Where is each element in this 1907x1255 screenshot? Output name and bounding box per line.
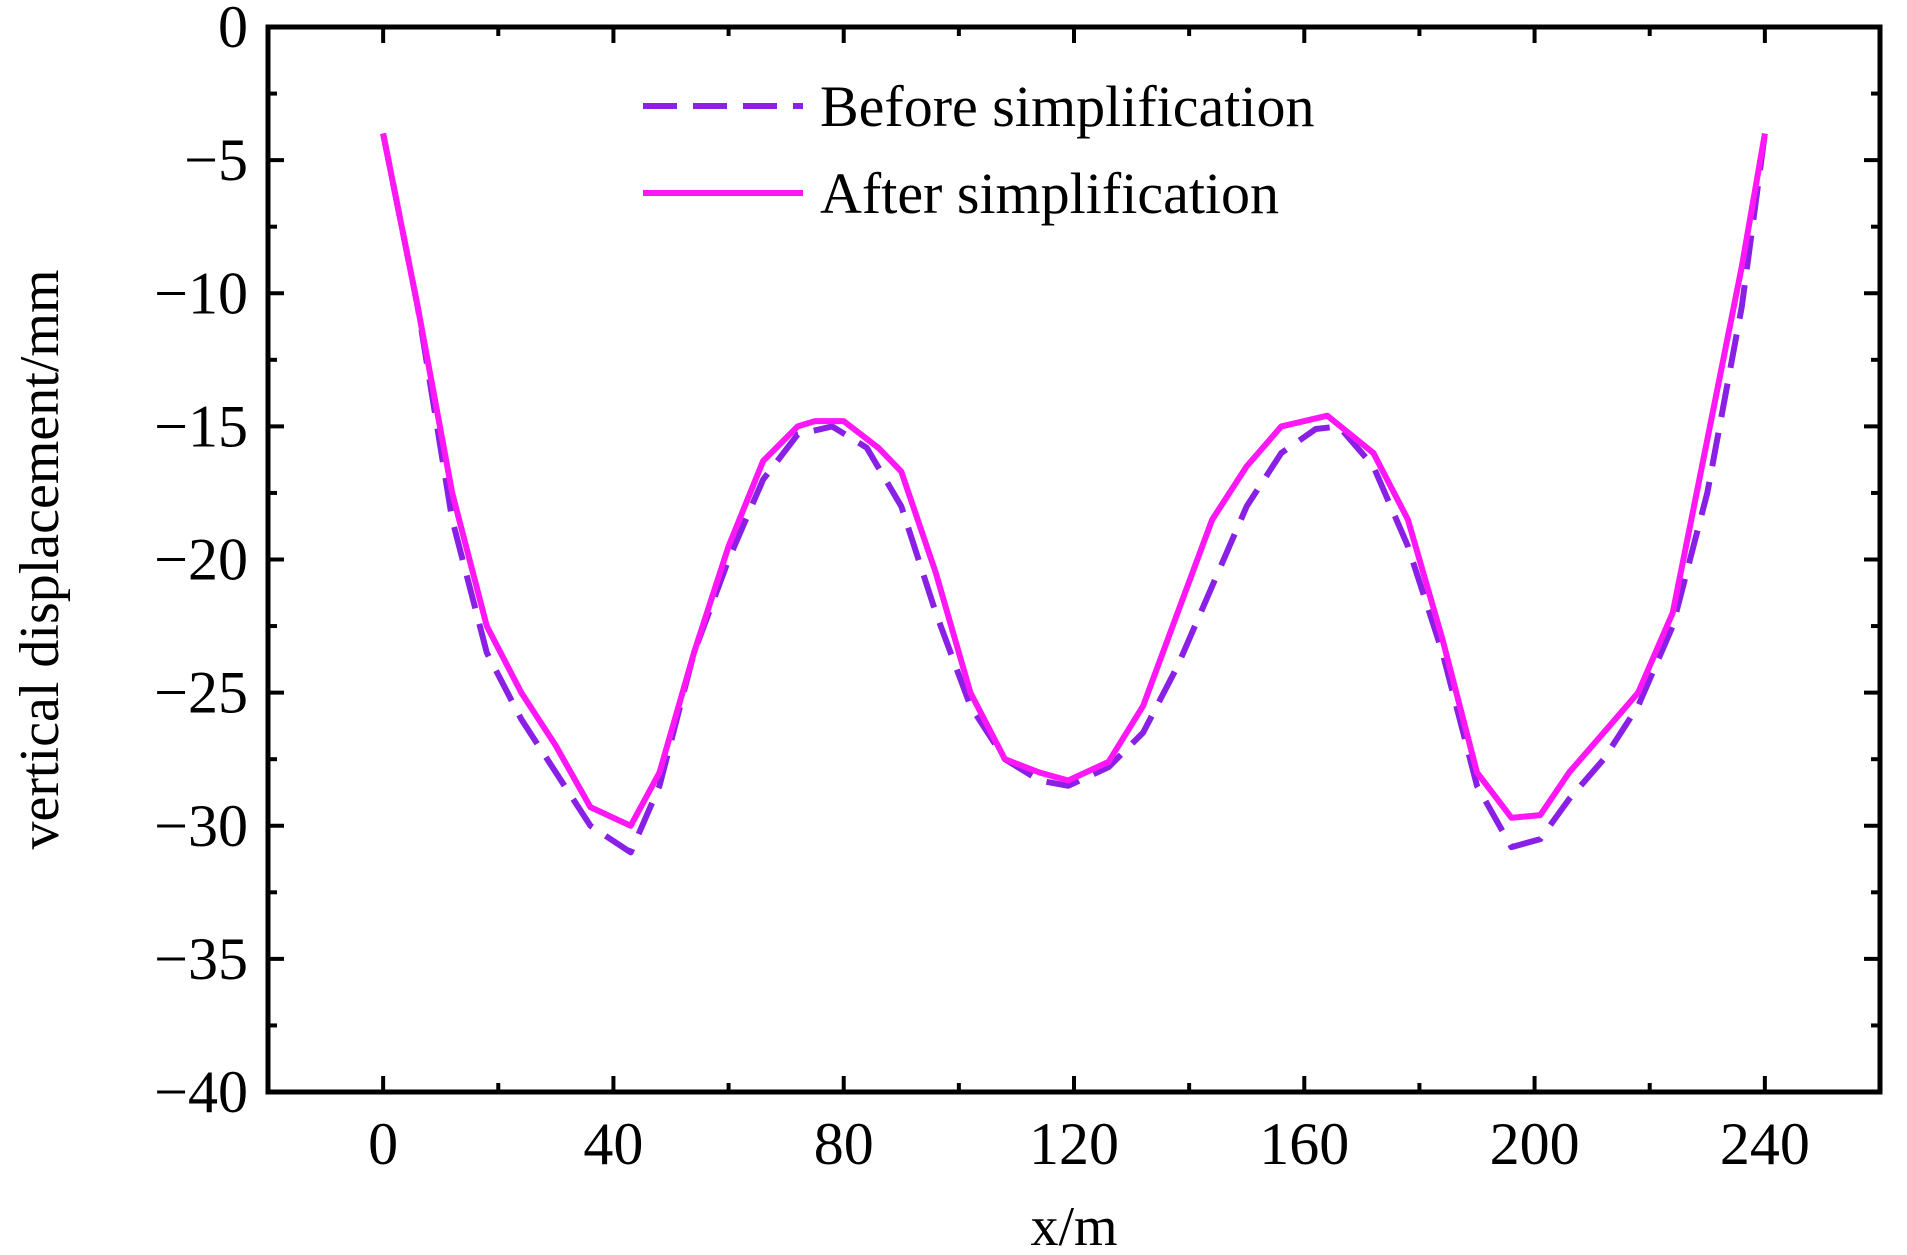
- x-tick-label: 0: [368, 1111, 398, 1177]
- axis-ticks: [268, 25, 1880, 1094]
- legend-label-after: After simplification: [820, 161, 1279, 226]
- x-tick-label: 120: [1029, 1111, 1119, 1177]
- y-axis-title: vertical displacement/mm: [9, 269, 71, 849]
- series-line-after: [380, 132, 1768, 829]
- series-group: [380, 132, 1768, 856]
- y-tick-label: −10: [154, 260, 248, 326]
- x-tick-label: 40: [583, 1111, 643, 1177]
- y-tick-label: −30: [154, 793, 248, 859]
- series-line-before: [380, 132, 1768, 856]
- y-tick-label: 0: [218, 0, 248, 60]
- legend: Before simplification After simplificati…: [643, 74, 1314, 226]
- x-axis-title: x/m: [1030, 1196, 1117, 1255]
- y-tick-label: −20: [154, 527, 248, 593]
- x-tick-label: 80: [814, 1111, 874, 1177]
- y-tick-label: −40: [154, 1059, 248, 1125]
- y-tick-label: −5: [184, 127, 248, 193]
- legend-label-before: Before simplification: [820, 74, 1314, 139]
- y-tick-label: −15: [154, 393, 248, 459]
- x-tick-label: 200: [1490, 1111, 1580, 1177]
- y-tick-label: −25: [154, 660, 248, 726]
- tick-labels: 0 40 80 120 160 200 240 0 −5 −10 −15 −20 −25 −30 −35 −4…: [154, 0, 1810, 1177]
- x-tick-label: 240: [1720, 1111, 1810, 1177]
- y-tick-label: −35: [154, 926, 248, 992]
- x-tick-label: 160: [1259, 1111, 1349, 1177]
